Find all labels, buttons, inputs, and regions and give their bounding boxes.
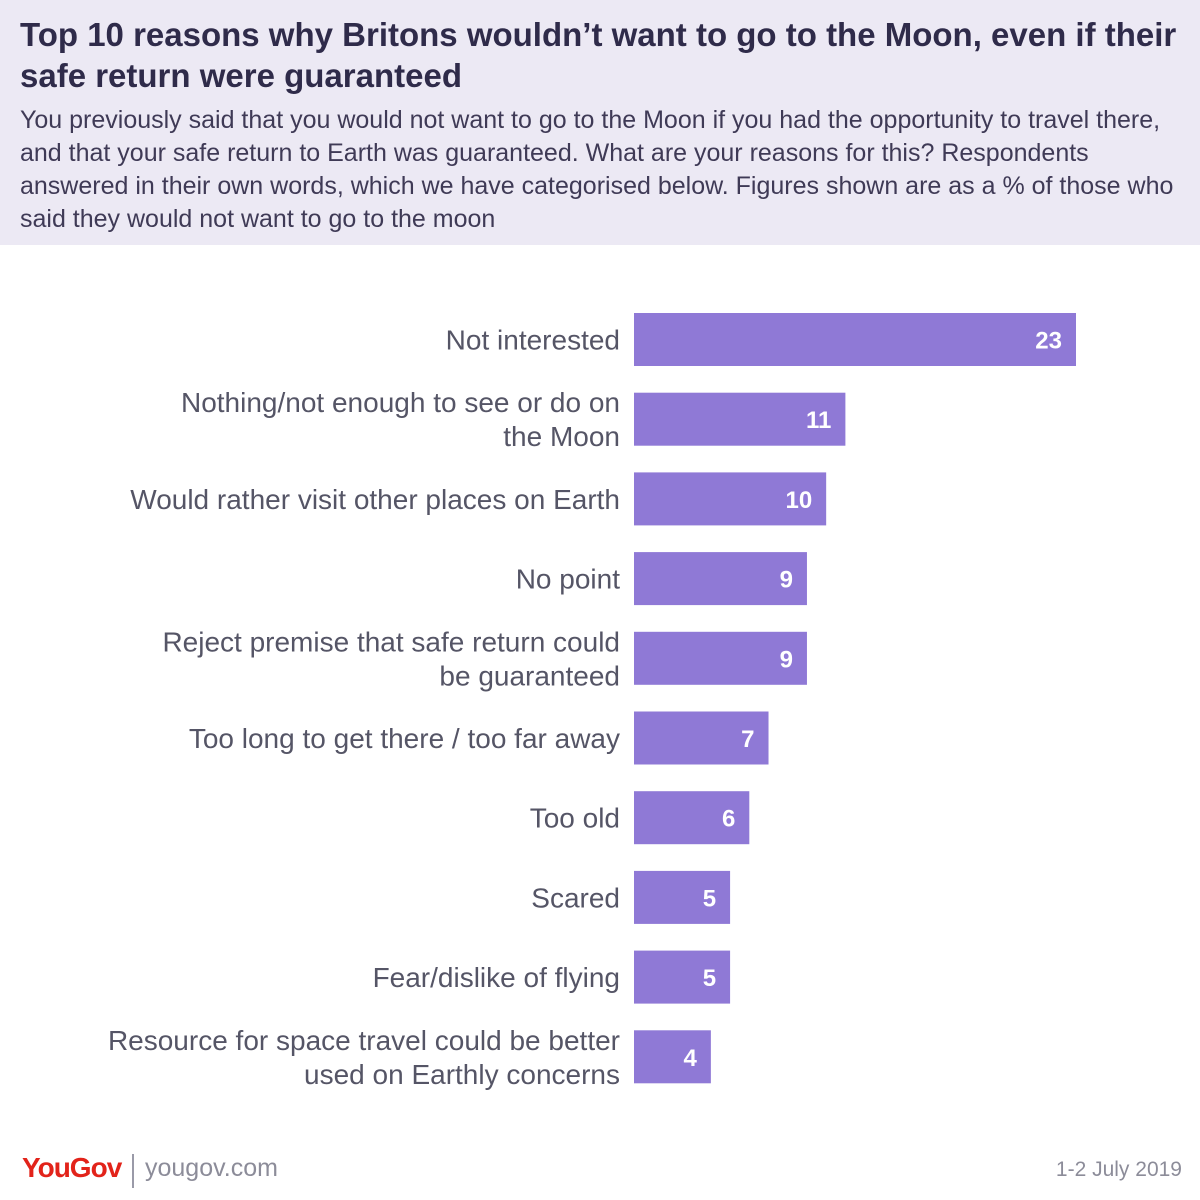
chart-subtitle: You previously said that you would not w…	[20, 106, 1174, 233]
bar-value-label: 9	[780, 646, 793, 673]
bar-value-label: 5	[703, 965, 716, 992]
bar-value-label: 5	[703, 885, 716, 912]
category-label: Scared	[531, 882, 620, 913]
yougov-logo: YouGov	[22, 1152, 122, 1183]
bar-row: 6 Too old	[530, 791, 750, 845]
bar-row: 23 Not interested	[446, 313, 1076, 366]
bar-row: 7 Too long to get there / too far away	[189, 711, 769, 765]
bar	[634, 1030, 711, 1084]
chart-title: Top 10 reasons why Britons wouldn’t want…	[20, 16, 1177, 94]
bar	[634, 552, 807, 606]
category-label: Fear/dislike of flying	[373, 962, 620, 993]
bar-value-label: 10	[785, 487, 812, 514]
bar	[634, 711, 769, 765]
bar	[634, 870, 731, 924]
survey-date: 1-2 July 2019	[1055, 1158, 1182, 1181]
bar-row: 9 Reject premise that safe return couldbe…	[162, 626, 807, 691]
bar-row: 5 Scared	[531, 870, 731, 924]
footer: YouGov yougov.com 1-2 July 2019	[22, 1150, 1182, 1190]
category-label: Nothing/not enough to see or do on	[181, 387, 620, 418]
category-label: Reject premise that safe return could	[162, 626, 620, 657]
category-label: No point	[516, 564, 621, 595]
bar-row: 10 Would rather visit other places on Ear…	[130, 472, 827, 526]
bar-value-label: 7	[741, 726, 754, 753]
category-label: Too old	[530, 803, 620, 834]
bar	[634, 791, 750, 845]
bar-value-label: 9	[780, 567, 793, 594]
category-label: Not interested	[446, 325, 620, 356]
category-label: Would rather visit other places on Earth	[130, 484, 620, 515]
footer-divider	[132, 1154, 134, 1188]
bar-row: 4 Resource for space travel could be bett…	[108, 1025, 711, 1090]
bar-chart: 23 Not interested 11 Nothing/not enough to …	[108, 313, 1076, 1090]
category-label: used on Earthly concerns	[304, 1059, 620, 1090]
category-label: the Moon	[503, 421, 620, 452]
bar-value-label: 4	[684, 1045, 698, 1072]
bar-row: 9 No point	[516, 552, 807, 606]
bar	[634, 472, 827, 526]
category-label: Too long to get there / too far away	[189, 723, 620, 754]
bar	[634, 631, 807, 685]
category-label: be guaranteed	[439, 660, 620, 691]
header: Top 10 reasons why Britons wouldn’t want…	[0, 0, 1200, 245]
bar	[634, 950, 731, 1004]
bar-value-label: 23	[1035, 328, 1062, 355]
bar	[634, 313, 1076, 366]
category-label: Resource for space travel could be bette…	[108, 1025, 620, 1056]
site-link[interactable]: yougov.com	[145, 1154, 278, 1182]
bar-value-label: 11	[806, 407, 831, 434]
bar-value-label: 6	[722, 806, 735, 833]
bar-row: 11 Nothing/not enough to see or do onthe …	[181, 387, 846, 452]
bar-row: 5 Fear/dislike of flying	[373, 950, 731, 1004]
bar	[634, 392, 846, 446]
